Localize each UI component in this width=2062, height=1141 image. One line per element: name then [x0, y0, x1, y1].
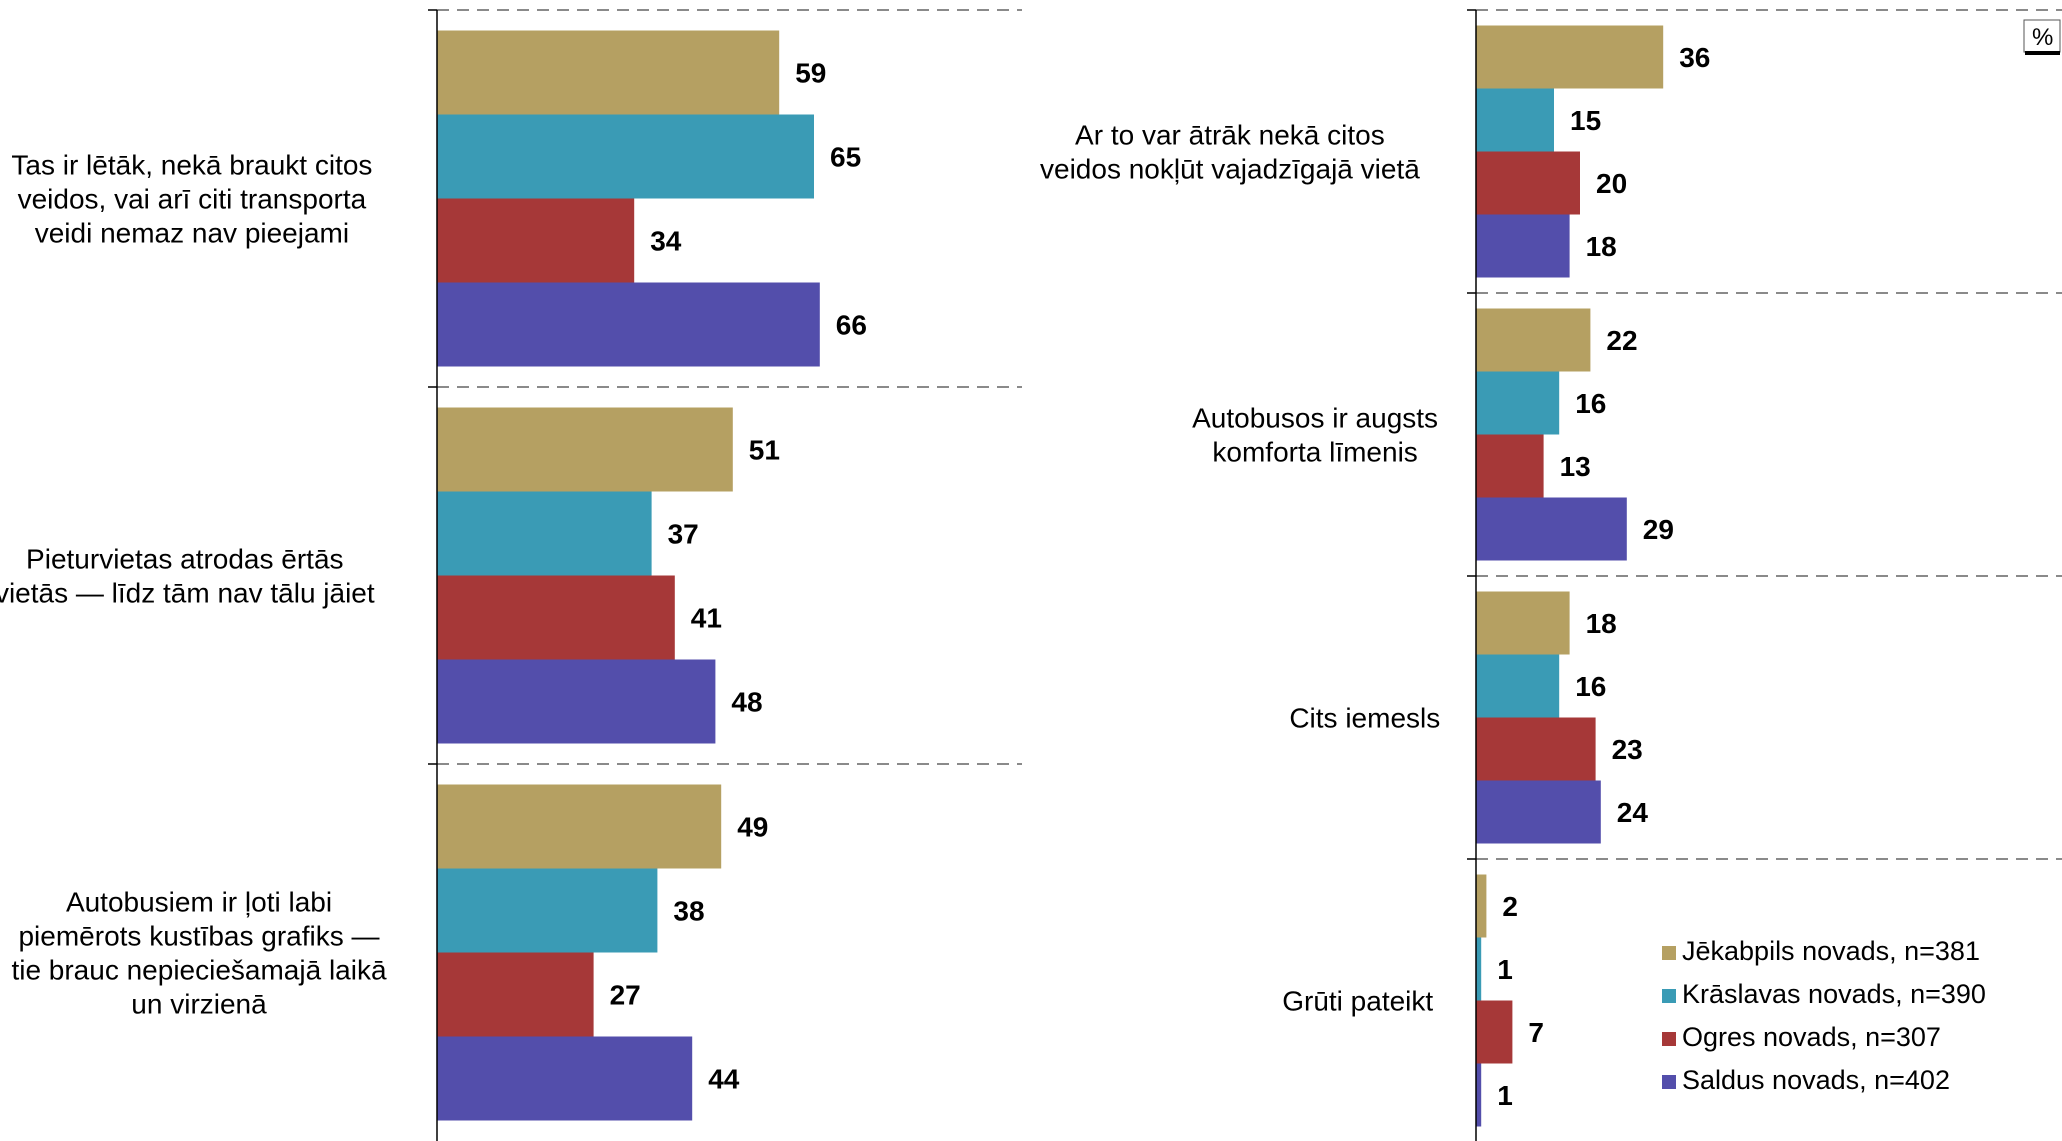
bar: [437, 784, 722, 869]
bar: [437, 30, 780, 115]
bar: [437, 575, 675, 660]
bar: [1476, 937, 1482, 1001]
data-label: 1: [1497, 1080, 1513, 1111]
data-label: 1: [1497, 954, 1513, 985]
bar: [437, 868, 658, 953]
category-label: Tas ir lētāk, nekā braukt citos veidos, v…: [11, 150, 372, 249]
data-label: 59: [795, 58, 826, 89]
category-label: Pieturvietas atrodas ērtās vietās — līdz …: [0, 544, 375, 609]
bar: [1476, 1000, 1513, 1064]
bar: [437, 282, 820, 367]
legend-swatch: [1662, 946, 1676, 960]
bar: [1476, 25, 1664, 89]
legend-swatch: [1662, 1032, 1676, 1046]
bar: [437, 1036, 693, 1121]
data-label: 65: [830, 142, 861, 173]
data-label: 2: [1502, 891, 1518, 922]
category-label: Ar to var ātrāk nekā citos veidos nokļūt …: [1040, 120, 1420, 185]
data-label: 49: [737, 812, 768, 843]
data-label: 18: [1586, 231, 1617, 262]
data-label: 37: [668, 519, 699, 550]
data-label: 15: [1570, 105, 1601, 136]
bar: [437, 659, 716, 744]
bar: [437, 491, 652, 576]
unit-label: %: [2032, 24, 2053, 51]
data-label: 18: [1586, 608, 1617, 639]
data-label: 34: [650, 226, 682, 257]
bar: [1476, 434, 1544, 498]
bar: [1476, 371, 1560, 435]
data-label: 29: [1643, 514, 1674, 545]
bar: [1476, 151, 1580, 215]
category-label: Autobusiem ir ļoti labi piemērots kustība…: [11, 887, 387, 1020]
bar: [1476, 497, 1627, 561]
legend-entry: Krāslavas novads, n=390: [1682, 979, 1986, 1009]
data-label: 22: [1606, 325, 1637, 356]
data-label: 51: [749, 435, 780, 466]
category-label: Grūti pateikt: [1282, 986, 1433, 1017]
data-label: 16: [1575, 671, 1606, 702]
data-label: 13: [1560, 451, 1591, 482]
legend-swatch: [1662, 1075, 1676, 1089]
data-label: 16: [1575, 388, 1606, 419]
bar: [437, 407, 733, 492]
legend-entry: Ogres novads, n=307: [1682, 1022, 1941, 1052]
bar: [1476, 88, 1554, 152]
bar: [1476, 654, 1560, 718]
bar: [1476, 591, 1570, 655]
data-label: 24: [1617, 797, 1649, 828]
bar: [437, 114, 814, 199]
data-label: 38: [673, 896, 704, 927]
data-label: 20: [1596, 168, 1627, 199]
bar: [1476, 214, 1570, 278]
legend-swatch: [1662, 989, 1676, 1003]
bar: [1476, 874, 1487, 938]
data-label: 41: [691, 603, 722, 634]
data-label: 7: [1528, 1017, 1544, 1048]
bar: [1476, 1063, 1482, 1127]
bar: [1476, 780, 1601, 844]
data-label: 36: [1679, 42, 1710, 73]
data-label: 23: [1612, 734, 1643, 765]
category-label: Cits iemesls: [1289, 703, 1440, 734]
data-label: 48: [731, 687, 762, 718]
bar: [437, 198, 635, 283]
data-label: 66: [836, 310, 867, 341]
legend-entry: Jēkabpils novads, n=381: [1682, 936, 1980, 966]
bar: [1476, 717, 1596, 781]
bar: [437, 952, 594, 1037]
bar: [1476, 308, 1591, 372]
legend-entry: Saldus novads, n=402: [1682, 1065, 1950, 1095]
data-label: 44: [708, 1064, 740, 1095]
unit-badge: %: [2023, 19, 2061, 55]
category-label: Autobusos ir augsts komforta līmenis: [1192, 403, 1438, 468]
data-label: 27: [610, 980, 641, 1011]
